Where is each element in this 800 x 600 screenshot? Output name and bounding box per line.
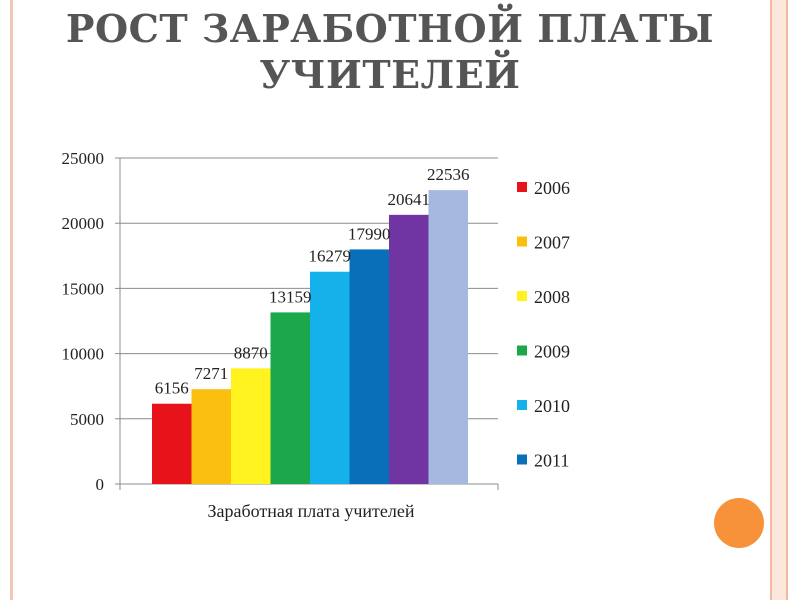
bar <box>389 214 429 484</box>
slide-left-border <box>0 0 13 600</box>
data-label: 17990 <box>348 224 391 243</box>
legend-label: 2011 <box>534 451 569 471</box>
legend: 2006 2007 2008 2009 2010 2011 <box>517 178 570 471</box>
y-tick-label: 5000 <box>70 410 104 429</box>
legend-swatch <box>517 345 527 356</box>
legend-swatch <box>517 400 527 410</box>
data-label: 8870 <box>234 343 268 362</box>
bar <box>428 190 468 484</box>
bar <box>191 389 231 484</box>
legend-swatch <box>517 291 527 301</box>
data-label: 20641 <box>388 190 431 209</box>
data-label: 13159 <box>269 287 312 306</box>
data-label: 22536 <box>427 165 470 184</box>
y-tick-label: 0 <box>96 475 105 494</box>
data-label: 6156 <box>155 379 189 398</box>
legend-swatch <box>517 454 527 465</box>
slide-title: РОСТ ЗАРАБОТНОЙ ПЛАТЫ УЧИТЕЛЕЙ <box>65 6 715 97</box>
y-tick-label: 25000 <box>62 149 105 168</box>
bar <box>231 368 271 484</box>
bar <box>310 271 350 484</box>
bar-series <box>152 190 468 484</box>
legend-label: 2008 <box>534 287 570 307</box>
data-label: 16279 <box>309 247 352 266</box>
legend-label: 2007 <box>534 233 570 253</box>
legend-label: 2010 <box>534 396 570 416</box>
legend-label: 2006 <box>534 178 570 198</box>
y-tick-label: 20000 <box>62 214 105 233</box>
axes: 0 5000 10000 15000 20000 25000 Заработная плат… <box>62 149 499 521</box>
y-tick-label: 15000 <box>62 279 105 298</box>
bar <box>349 249 389 484</box>
slide-right-border <box>770 0 788 600</box>
y-tick-label: 10000 <box>62 345 105 364</box>
data-label: 7271 <box>194 364 228 383</box>
data-labels: 6156 7271 8870 13159 16279 17990 20641 22536 <box>155 165 470 398</box>
bar <box>152 403 192 484</box>
x-category-label: Заработная плата учителей <box>207 501 414 521</box>
legend-swatch <box>517 236 527 247</box>
bar <box>270 312 310 484</box>
decorative-circle <box>714 498 764 548</box>
legend-label: 2009 <box>534 342 570 362</box>
legend-swatch <box>517 182 527 192</box>
